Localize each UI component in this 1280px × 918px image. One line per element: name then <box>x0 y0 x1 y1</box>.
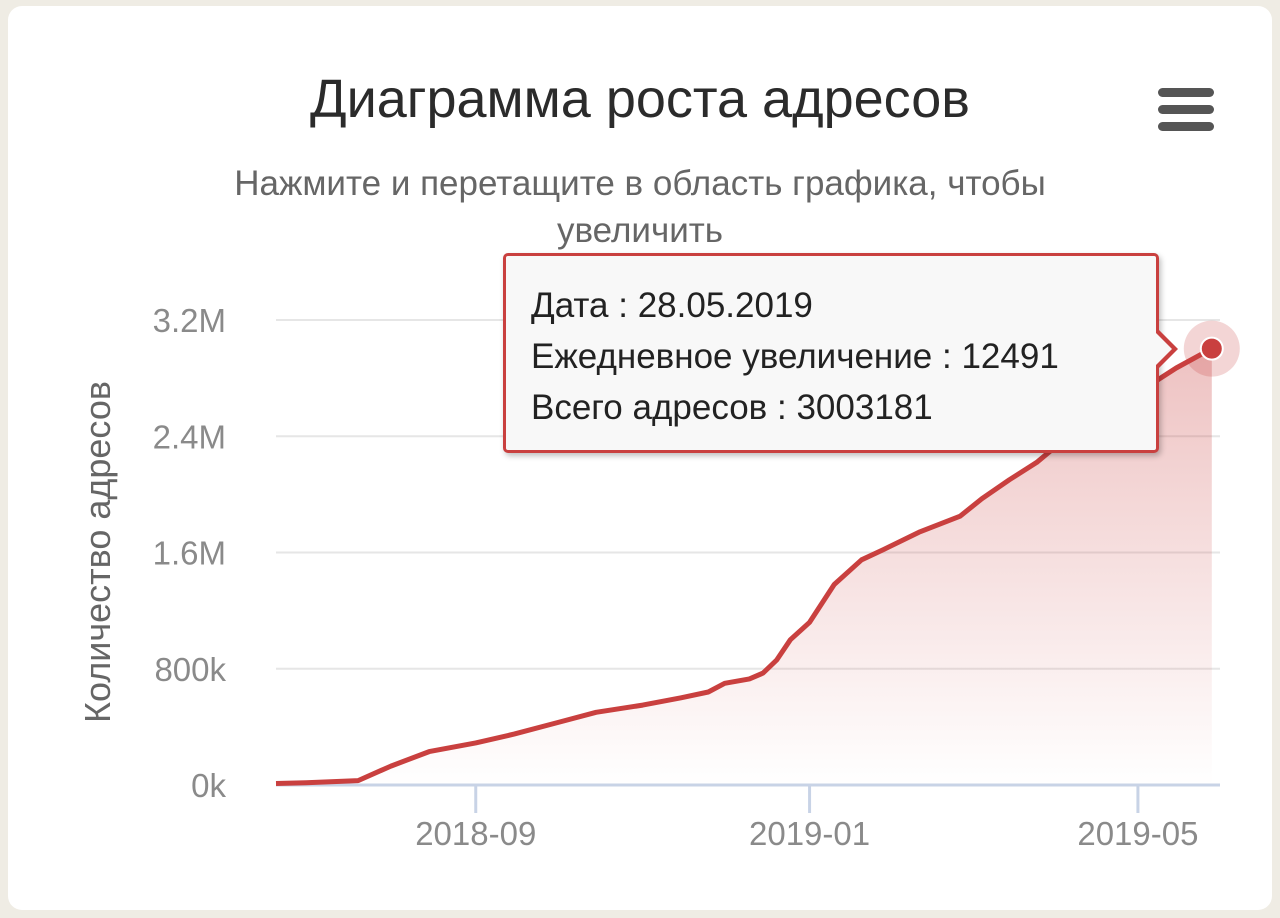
menu-bar-bottom <box>1158 122 1214 131</box>
y-tick-label: 0k <box>191 767 226 804</box>
tooltip-total-value: 3003181 <box>796 388 933 427</box>
tooltip-daily-row: Ежедневное увеличение : 12491 <box>531 337 1059 376</box>
tooltip-date-label: Дата <box>531 286 609 325</box>
y-axis-ticks: 0k 800k 1.6M 2.4M 3.2M <box>153 302 227 804</box>
x-tick-label: 2018-09 <box>415 815 536 852</box>
y-tick-label: 2.4M <box>153 418 226 455</box>
tooltip-total-row: Всего адресов : 3003181 <box>531 388 933 427</box>
tooltip-daily-label: Ежедневное увеличение <box>531 337 933 376</box>
hamburger-menu-icon[interactable] <box>1150 80 1222 140</box>
tooltip-total-label: Всего адресов <box>531 388 768 427</box>
y-tick-label: 800k <box>154 651 226 688</box>
chart-title: Диаграмма роста адресов <box>310 69 970 129</box>
series-line <box>275 346 1213 786</box>
x-tick-label: 2019-01 <box>749 815 870 852</box>
y-tick-label: 1.6M <box>153 535 226 572</box>
y-tick-label: 3.2M <box>153 302 226 339</box>
x-axis-ticks: 2018-09 2019-01 2019-05 <box>415 785 1198 852</box>
x-tick-label: 2019-05 <box>1077 815 1198 852</box>
chart-subtitle: Нажмите и перетащите в область графика, … <box>234 164 1046 250</box>
hover-point[interactable] <box>1199 336 1224 361</box>
tooltip: Дата : 28.05.2019 Ежедневное увеличение … <box>503 253 1159 453</box>
tooltip-arrow-inner <box>1153 330 1172 368</box>
tooltip-date-row: Дата : 28.05.2019 <box>531 286 813 325</box>
menu-bar-middle <box>1158 105 1214 114</box>
series-area <box>276 348 1212 785</box>
tooltip-daily-value: 12491 <box>961 337 1059 376</box>
menu-bar-top <box>1158 88 1214 97</box>
tooltip-date-value: 28.05.2019 <box>637 286 813 325</box>
